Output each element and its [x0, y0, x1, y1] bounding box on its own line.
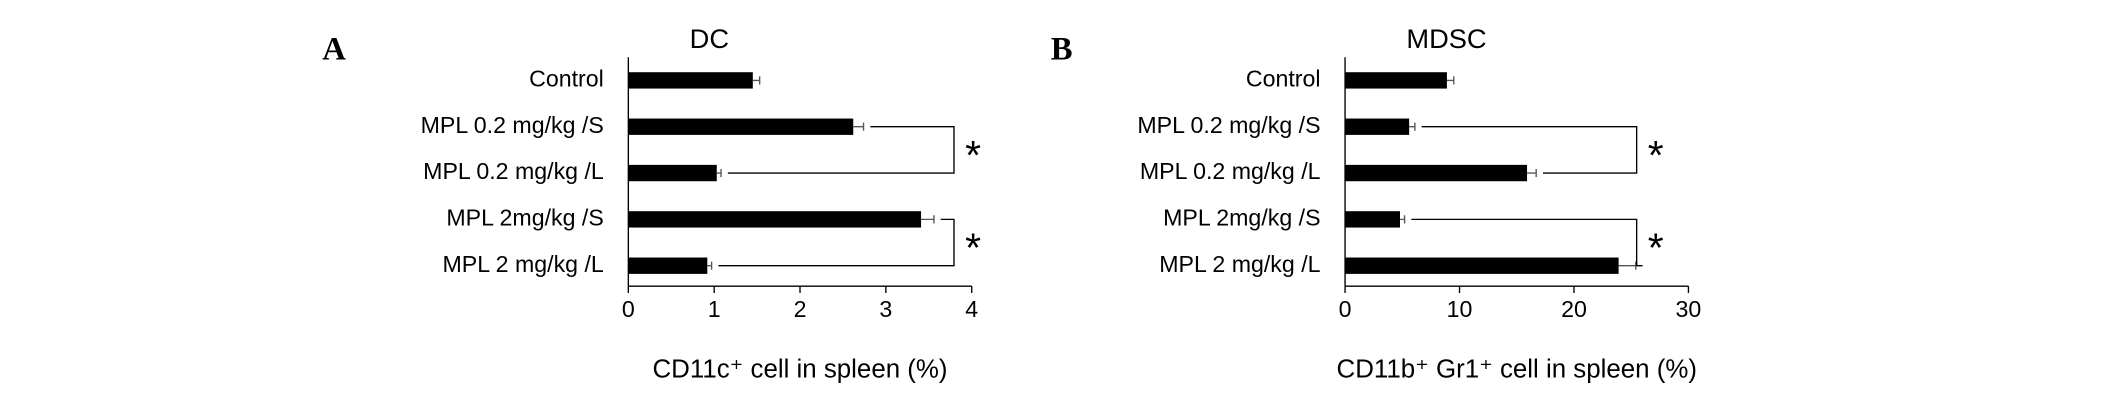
- x-tick-label: 10: [1447, 296, 1473, 322]
- x-tick-label: 3: [879, 296, 892, 322]
- category-label: MPL 0.2 mg/kg /L: [423, 158, 604, 184]
- x-axis-label: CD11b⁺ Gr1⁺ cell in spleen (%): [1337, 355, 1697, 383]
- error-bar: [853, 122, 865, 131]
- significance-bracket: [1421, 126, 1638, 174]
- significance-label: *: [1648, 225, 1664, 271]
- bar: [628, 118, 854, 135]
- panel-letter: B: [1051, 31, 1073, 67]
- error-bar: [752, 76, 761, 85]
- error-bar: [1409, 122, 1416, 131]
- x-tick-label: 20: [1561, 296, 1587, 322]
- x-tick-label: 2: [794, 296, 807, 322]
- significance-label: *: [965, 225, 981, 271]
- significance-bracket: [718, 218, 955, 267]
- category-label: MPL 2 mg/kg /L: [1159, 251, 1320, 277]
- significance-label: *: [1648, 132, 1664, 178]
- bar: [628, 72, 753, 89]
- x-tick-label: 1: [708, 296, 721, 322]
- x-axis-label: CD11c⁺ cell in spleen (%): [652, 355, 947, 383]
- category-label: MPL 0.2 mg/kg /S: [1137, 112, 1320, 138]
- category-label: MPL 2 mg/kg /L: [442, 251, 603, 277]
- category-label: MPL 2mg/kg /S: [1163, 205, 1320, 231]
- error-bar: [707, 261, 713, 270]
- bar: [1345, 211, 1400, 228]
- x-tick-label: 30: [1676, 296, 1702, 322]
- category-label: Control: [529, 66, 604, 92]
- error-bar: [1399, 215, 1406, 224]
- error-bar: [1446, 76, 1455, 85]
- significance-bracket: [1411, 218, 1643, 267]
- bar: [1345, 164, 1528, 182]
- error-bar: [716, 168, 722, 178]
- bar: [628, 257, 708, 274]
- bar: [628, 211, 922, 228]
- category-label: MPL 0.2 mg/kg /S: [421, 112, 604, 138]
- x-tick-label: 4: [965, 296, 978, 322]
- category-label: Control: [1246, 66, 1321, 92]
- category-label: MPL 0.2 mg/kg /L: [1140, 158, 1321, 184]
- bar: [1345, 118, 1410, 135]
- significance-bracket: [727, 126, 955, 174]
- chart-title: MDSC: [1406, 23, 1486, 54]
- panel-letter: A: [322, 31, 346, 67]
- x-tick-label: 0: [622, 296, 635, 322]
- error-bar: [921, 215, 935, 224]
- bar: [1345, 72, 1447, 89]
- x-tick-label: 0: [1339, 296, 1352, 322]
- error-bar: [1618, 261, 1637, 270]
- error-bar: [1527, 168, 1537, 178]
- bar: [1345, 257, 1619, 274]
- chart-title: DC: [690, 23, 729, 54]
- bar: [628, 164, 717, 182]
- significance-label: *: [965, 132, 981, 178]
- category-label: MPL 2mg/kg /S: [446, 205, 603, 231]
